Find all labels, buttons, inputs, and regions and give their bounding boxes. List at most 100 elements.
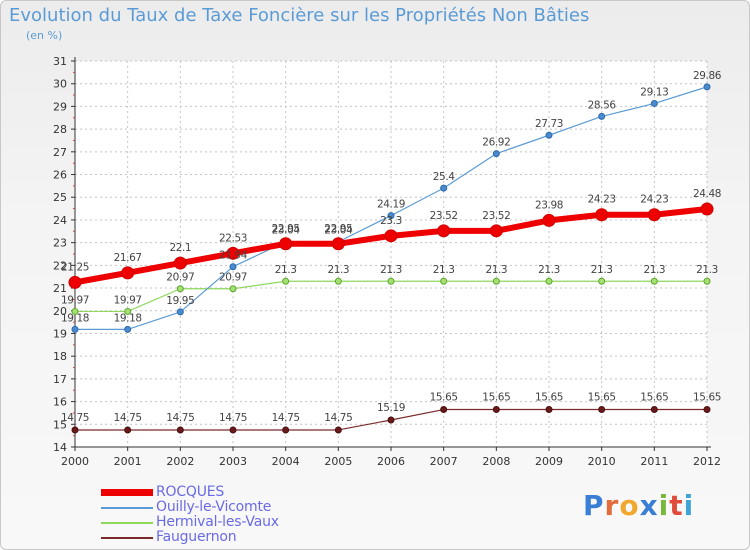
legend: ROCQUES Ouilly-le-Vicomte Hermival-les-Vau…: [101, 484, 361, 545]
data-point-rocques: [542, 213, 556, 227]
data-point-hermival: [598, 277, 606, 285]
data-point-ouilly: [598, 112, 606, 120]
legend-item-hermival: Hermival-les-Vaux: [101, 514, 361, 530]
data-label-rocques: 22.95: [272, 223, 300, 235]
data-label-ouilly: 19.18: [61, 312, 89, 324]
data-point-ouilly: [492, 150, 500, 158]
x-tick-label: 2004: [272, 455, 300, 468]
data-point-rocques: [331, 237, 345, 251]
data-label-hermival: 19.97: [61, 294, 89, 306]
legend-label-hermival: Hermival-les-Vaux: [156, 514, 279, 530]
data-label-ouilly: 25.4: [433, 171, 455, 183]
y-tick-label: 31: [53, 55, 67, 68]
data-label-fauguernon: 14.75: [114, 412, 142, 424]
data-label-hermival: 21.3: [380, 264, 402, 276]
data-label-fauguernon: 14.75: [61, 412, 89, 424]
data-label-hermival: 21.3: [696, 264, 718, 276]
data-point-hermival: [440, 277, 448, 285]
data-point-ouilly: [124, 325, 132, 333]
data-label-hermival: 21.3: [433, 264, 455, 276]
x-tick-label: 2007: [430, 455, 458, 468]
data-label-fauguernon: 15.65: [693, 392, 721, 404]
y-tick-label: 30: [53, 78, 67, 91]
x-tick-label: 2003: [219, 455, 247, 468]
data-point-rocques: [121, 266, 135, 280]
data-label-fauguernon: 14.75: [324, 412, 352, 424]
y-tick-label: 21: [53, 282, 67, 295]
data-point-hermival: [334, 277, 342, 285]
x-tick-label: 2008: [482, 455, 510, 468]
data-label-hermival: 21.3: [485, 264, 507, 276]
x-tick-label: 2002: [166, 455, 194, 468]
data-label-fauguernon: 15.65: [482, 392, 510, 404]
data-point-fauguernon: [71, 426, 79, 434]
y-tick-label: 28: [53, 123, 67, 136]
data-label-ouilly: 23.04: [324, 225, 353, 237]
data-label-rocques: 23.52: [430, 210, 458, 222]
logo-letter: i: [683, 489, 695, 522]
data-label-fauguernon: 15.19: [377, 402, 405, 414]
data-point-fauguernon: [124, 426, 132, 434]
data-label-fauguernon: 15.65: [430, 392, 458, 404]
legend-item-rocques: ROCQUES: [101, 484, 361, 500]
chart-title: Evolution du Taux de Taxe Foncière sur l…: [9, 5, 590, 26]
data-label-rocques: 24.23: [588, 194, 616, 206]
data-point-rocques: [173, 256, 187, 270]
y-unit-label: (en %): [26, 29, 63, 42]
data-label-fauguernon: 14.75: [219, 412, 247, 424]
data-label-rocques: 23.98: [535, 199, 563, 211]
data-label-hermival: 20.97: [219, 272, 247, 284]
data-point-hermival: [176, 285, 184, 293]
data-point-hermival: [229, 285, 237, 293]
data-point-hermival: [124, 307, 132, 315]
data-label-ouilly: 29.86: [693, 70, 722, 82]
y-tick-label: 27: [53, 146, 67, 159]
data-label-fauguernon: 14.75: [166, 412, 194, 424]
data-point-fauguernon: [440, 406, 448, 414]
y-tick-label: 15: [53, 418, 67, 431]
y-tick-label: 19: [53, 327, 67, 340]
y-tick-label: 25: [53, 191, 67, 204]
x-tick-label: 2001: [114, 455, 142, 468]
data-label-rocques: 21.25: [61, 261, 89, 273]
data-point-fauguernon: [176, 426, 184, 434]
data-label-rocques: 22.95: [324, 223, 352, 235]
data-point-fauguernon: [492, 406, 500, 414]
data-point-hermival: [71, 307, 79, 315]
x-tick-label: 2000: [61, 455, 89, 468]
data-label-fauguernon: 15.65: [588, 392, 616, 404]
y-tick-label: 24: [53, 214, 67, 227]
data-point-hermival: [703, 277, 711, 285]
data-label-hermival: 20.97: [166, 272, 194, 284]
logo-letter: o: [619, 489, 640, 522]
legend-item-ouilly: Ouilly-le-Vicomte: [101, 499, 361, 515]
data-point-fauguernon: [703, 406, 711, 414]
data-point-ouilly: [387, 212, 395, 220]
data-label-ouilly: 26.92: [482, 137, 510, 149]
data-label-rocques: 23.3: [380, 215, 402, 227]
data-point-ouilly: [229, 263, 237, 271]
x-tick-label: 2009: [535, 455, 563, 468]
data-label-rocques: 24.48: [693, 188, 721, 200]
legend-label-rocques: ROCQUES: [156, 484, 225, 500]
data-point-ouilly: [650, 99, 658, 107]
legend-swatch-rocques: [101, 489, 153, 496]
data-point-ouilly: [703, 83, 711, 91]
data-point-fauguernon: [229, 426, 237, 434]
data-label-hermival: 21.3: [591, 264, 613, 276]
legend-swatch-hermival: [101, 522, 153, 524]
data-label-rocques: 24.23: [640, 194, 668, 206]
x-tick-label: 2012: [693, 455, 721, 468]
y-tick-label: 16: [53, 396, 67, 409]
data-point-ouilly: [71, 325, 79, 333]
data-label-rocques: 23.52: [482, 210, 510, 222]
logo-letter: r: [604, 489, 620, 522]
y-tick-label: 29: [53, 100, 67, 113]
data-point-hermival: [650, 277, 658, 285]
data-label-hermival: 21.3: [275, 264, 297, 276]
data-point-rocques: [700, 202, 714, 216]
data-point-ouilly: [545, 131, 553, 139]
x-tick-label: 2006: [377, 455, 405, 468]
